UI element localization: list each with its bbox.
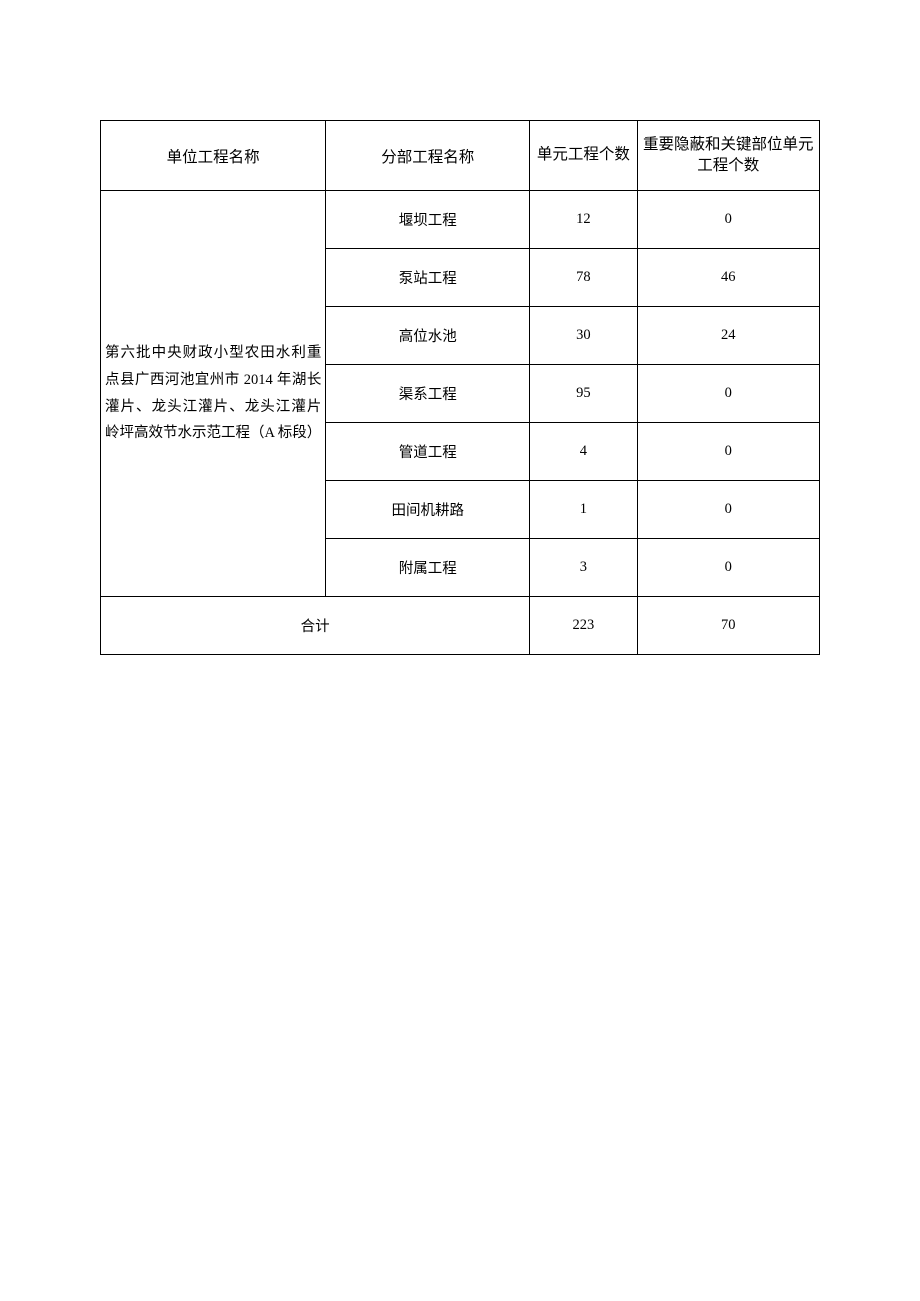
header-unit-count: 单元工程个数 (530, 121, 637, 191)
project-table: 单位工程名称 分部工程名称 单元工程个数 重要隐蔽和关键部位单元工程个数 第六批… (100, 120, 820, 655)
header-section-name: 分部工程名称 (326, 121, 530, 191)
unit-count: 3 (530, 539, 637, 597)
header-key-count: 重要隐蔽和关键部位单元工程个数 (637, 121, 819, 191)
key-count: 0 (637, 423, 819, 481)
table-row: 第六批中央财政小型农田水利重点县广西河池宜州市 2014 年湖长灌片、龙头江灌片… (101, 191, 820, 249)
key-count: 24 (637, 307, 819, 365)
unit-count: 4 (530, 423, 637, 481)
total-key-count: 70 (637, 597, 819, 655)
key-count: 0 (637, 481, 819, 539)
section-name: 堰坝工程 (326, 191, 530, 249)
unit-name-cell: 第六批中央财政小型农田水利重点县广西河池宜州市 2014 年湖长灌片、龙头江灌片… (101, 191, 326, 597)
key-count: 0 (637, 539, 819, 597)
total-count: 223 (530, 597, 637, 655)
table-header-row: 单位工程名称 分部工程名称 单元工程个数 重要隐蔽和关键部位单元工程个数 (101, 121, 820, 191)
section-name: 渠系工程 (326, 365, 530, 423)
key-count: 46 (637, 249, 819, 307)
section-name: 高位水池 (326, 307, 530, 365)
header-unit-name: 单位工程名称 (101, 121, 326, 191)
unit-count: 1 (530, 481, 637, 539)
key-count: 0 (637, 365, 819, 423)
section-name: 附属工程 (326, 539, 530, 597)
section-name: 田间机耕路 (326, 481, 530, 539)
key-count: 0 (637, 191, 819, 249)
unit-count: 12 (530, 191, 637, 249)
section-name: 管道工程 (326, 423, 530, 481)
total-label: 合计 (101, 597, 530, 655)
table-total-row: 合计 223 70 (101, 597, 820, 655)
section-name: 泵站工程 (326, 249, 530, 307)
unit-count: 30 (530, 307, 637, 365)
unit-count: 95 (530, 365, 637, 423)
unit-count: 78 (530, 249, 637, 307)
